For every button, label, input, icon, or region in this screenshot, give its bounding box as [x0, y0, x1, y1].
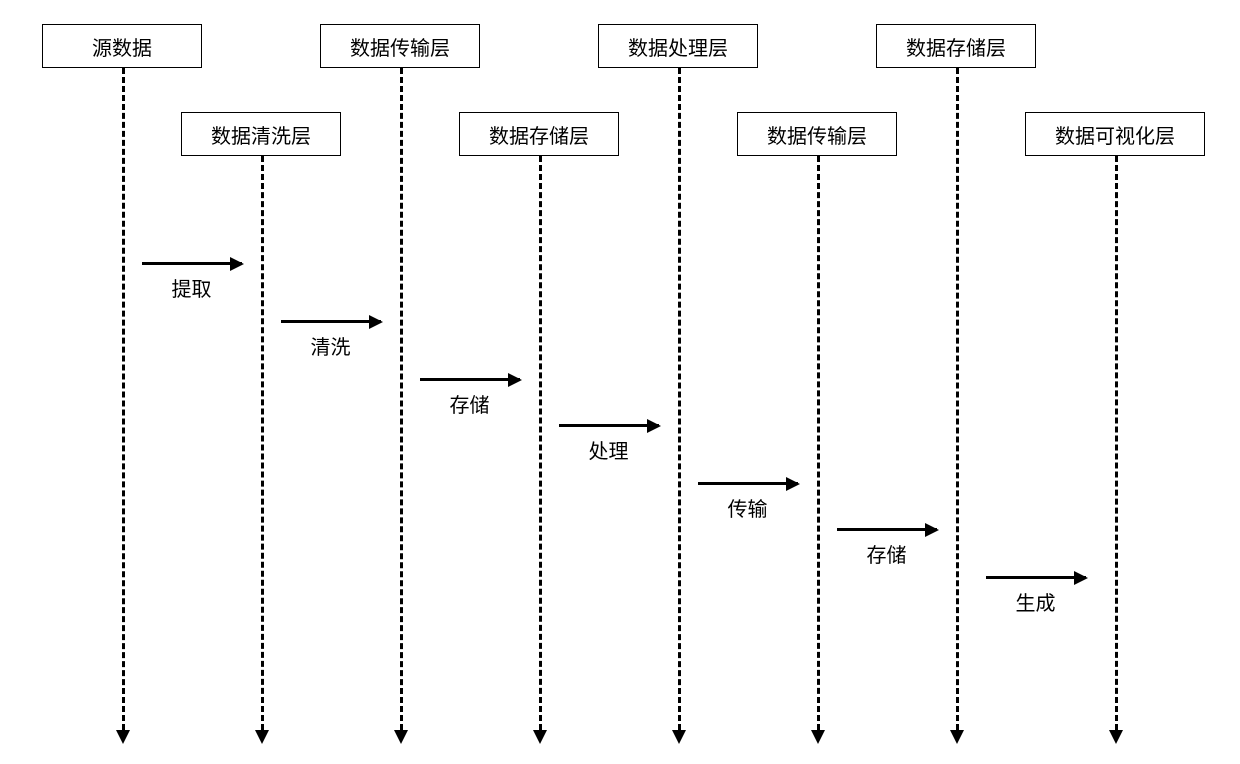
arrow-right-icon — [698, 482, 798, 485]
lifeline-arrowhead-l6 — [811, 730, 825, 744]
message-7: 生成 — [986, 576, 1086, 616]
message-label: 存储 — [867, 539, 907, 568]
message-5: 传输 — [698, 482, 798, 522]
lifeline-label: 源数据 — [92, 32, 152, 61]
lifeline-box-l2: 数据清洗层 — [181, 112, 341, 156]
lifeline-label: 数据存储层 — [489, 120, 589, 149]
lifeline-label: 数据传输层 — [767, 120, 867, 149]
arrow-right-icon — [837, 528, 937, 531]
lifeline-label: 数据清洗层 — [211, 120, 311, 149]
lifeline-arrowhead-l8 — [1109, 730, 1123, 744]
lifeline-line-l8 — [1115, 156, 1118, 730]
lifeline-arrowhead-l4 — [533, 730, 547, 744]
arrow-right-icon — [281, 320, 381, 323]
message-label: 提取 — [172, 273, 212, 302]
lifeline-line-l5 — [678, 68, 681, 730]
lifeline-box-l5: 数据处理层 — [598, 24, 758, 68]
lifeline-arrowhead-l3 — [394, 730, 408, 744]
lifeline-box-l1: 源数据 — [42, 24, 202, 68]
message-label: 生成 — [1016, 587, 1056, 616]
message-label: 传输 — [728, 493, 768, 522]
lifeline-label: 数据可视化层 — [1055, 120, 1175, 149]
lifeline-arrowhead-l2 — [255, 730, 269, 744]
lifeline-label: 数据存储层 — [906, 32, 1006, 61]
arrow-right-icon — [986, 576, 1086, 579]
lifeline-box-l8: 数据可视化层 — [1025, 112, 1205, 156]
lifeline-label: 数据处理层 — [628, 32, 728, 61]
message-1: 提取 — [142, 262, 242, 302]
message-label: 处理 — [589, 435, 629, 464]
message-label: 清洗 — [311, 331, 351, 360]
lifeline-arrowhead-l1 — [116, 730, 130, 744]
lifeline-line-l3 — [400, 68, 403, 730]
lifeline-arrowhead-l7 — [950, 730, 964, 744]
lifeline-box-l6: 数据传输层 — [737, 112, 897, 156]
arrow-right-icon — [142, 262, 242, 265]
arrow-right-icon — [420, 378, 520, 381]
lifeline-arrowhead-l5 — [672, 730, 686, 744]
lifeline-label: 数据传输层 — [350, 32, 450, 61]
lifeline-line-l4 — [539, 156, 542, 730]
lifeline-line-l2 — [261, 156, 264, 730]
arrow-right-icon — [559, 424, 659, 427]
lifeline-box-l7: 数据存储层 — [876, 24, 1036, 68]
lifeline-line-l1 — [122, 68, 125, 730]
message-label: 存储 — [450, 389, 490, 418]
message-2: 清洗 — [281, 320, 381, 360]
lifeline-line-l7 — [956, 68, 959, 730]
message-4: 处理 — [559, 424, 659, 464]
lifeline-box-l3: 数据传输层 — [320, 24, 480, 68]
lifeline-line-l6 — [817, 156, 820, 730]
message-6: 存储 — [837, 528, 937, 568]
lifeline-box-l4: 数据存储层 — [459, 112, 619, 156]
message-3: 存储 — [420, 378, 520, 418]
